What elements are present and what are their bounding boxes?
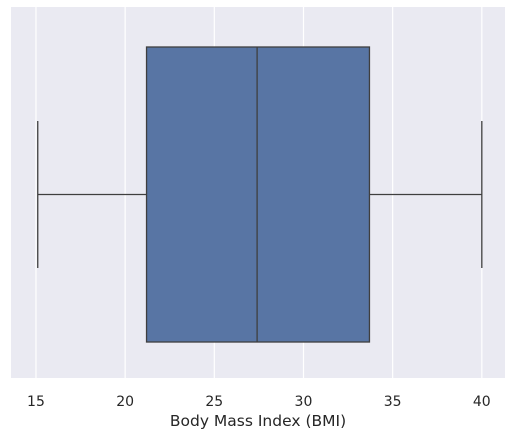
x-tick-label-35: 35: [384, 394, 402, 410]
x-tick-label-20: 20: [116, 394, 134, 410]
x-tick-label-40: 40: [473, 394, 491, 410]
iqr-box: [145, 46, 371, 343]
box-marks: [37, 46, 483, 343]
x-axis-label: Body Mass Index (BMI): [170, 412, 346, 430]
x-tick-label-15: 15: [27, 394, 45, 410]
x-tick-label-30: 30: [295, 394, 313, 410]
x-tick-label-25: 25: [205, 394, 223, 410]
x-tick-labels: 15 20 25 30 35 40: [27, 394, 491, 410]
